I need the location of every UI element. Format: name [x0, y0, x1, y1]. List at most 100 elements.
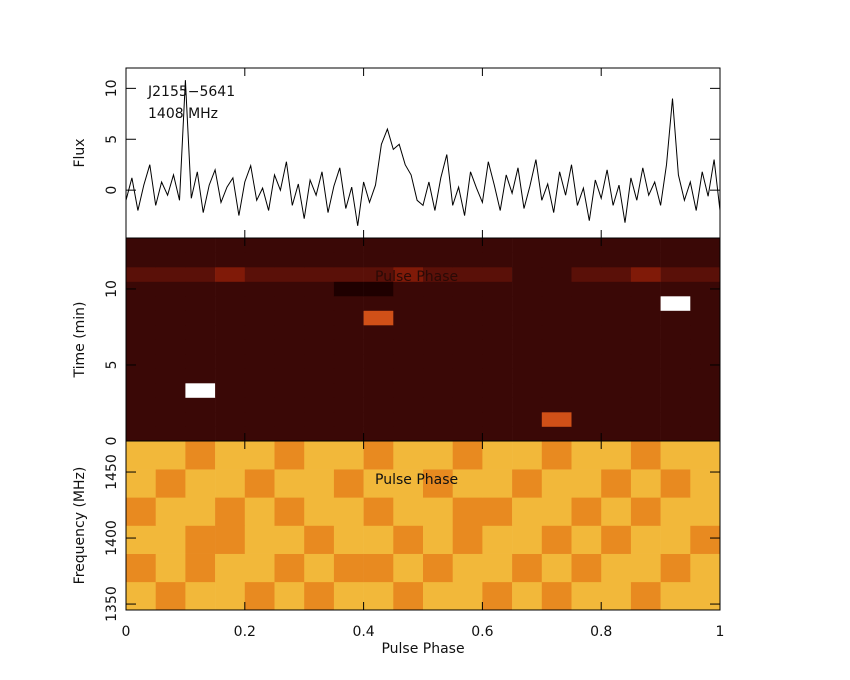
heatmap-cell: [185, 581, 216, 611]
heatmap-cell: [541, 383, 572, 398]
x-axis-label: Pulse Phase: [381, 641, 464, 657]
heatmap-cell: [185, 426, 216, 442]
heatmap-cell: [363, 296, 394, 311]
heatmap-cell: [541, 368, 572, 384]
heatmap-cell: [155, 339, 186, 355]
heatmap-cell: [660, 553, 691, 583]
heatmap-cell: [244, 238, 275, 253]
annotation: 1408 MHz: [148, 106, 218, 122]
x-tick-label: 0.2: [234, 624, 256, 640]
heatmap-cell: [601, 354, 632, 369]
heatmap-cell: [244, 441, 275, 470]
heatmap-cell: [690, 397, 721, 413]
heatmap-cell: [244, 383, 275, 398]
heatmap-cell: [571, 296, 602, 311]
heatmap-cell: [482, 553, 513, 583]
heatmap-cell: [571, 581, 602, 611]
heatmap-cell: [333, 397, 364, 413]
heatmap-cell: [601, 553, 632, 583]
heatmap-cell: [571, 238, 602, 253]
heatmap-cell: [274, 383, 305, 398]
heatmap-cell: [244, 397, 275, 413]
heatmap-cell: [185, 354, 216, 369]
heatmap-cell: [126, 553, 156, 583]
heatmap-cell: [274, 267, 305, 282]
heatmap-cell: [274, 281, 305, 297]
heatmap-cell: [512, 281, 543, 297]
heatmap-cell: [126, 281, 156, 297]
heatmap-cell: [482, 281, 513, 297]
heatmap-cell: [601, 339, 632, 355]
heatmap-cell: [215, 267, 246, 282]
heatmap-cell: [452, 581, 483, 611]
heatmap-cell: [185, 238, 216, 253]
annotation: Pulse Phase: [375, 269, 458, 285]
heatmap-cell: [274, 412, 305, 427]
heatmap-cell: [393, 252, 424, 268]
heatmap-cell: [690, 238, 721, 253]
heatmap-cell: [393, 497, 424, 526]
heatmap-cell: [601, 581, 632, 611]
heatmap-cell: [393, 426, 424, 442]
heatmap-cell: [601, 368, 632, 384]
heatmap-cell: [155, 581, 186, 611]
heatmap-cell: [512, 252, 543, 268]
heatmap-cell: [541, 267, 572, 282]
heatmap-cell: [660, 325, 691, 340]
heatmap-cell: [512, 441, 543, 470]
heatmap-cell: [452, 238, 483, 253]
heatmap-cell: [660, 354, 691, 369]
heatmap-cell: [363, 310, 394, 326]
heatmap-cell: [126, 581, 156, 611]
heatmap-cell: [452, 339, 483, 355]
x-tick-label: 0.4: [352, 624, 374, 640]
heatmap-cell: [571, 397, 602, 413]
heatmap-cell: [304, 368, 335, 384]
heatmap-cell: [690, 412, 721, 427]
heatmap-cell: [541, 339, 572, 355]
heatmap-cell: [660, 581, 691, 611]
heatmap-cell: [571, 525, 602, 554]
heatmap-cell: [393, 368, 424, 384]
heatmap-cell: [244, 325, 275, 340]
heatmap-cell: [155, 469, 186, 498]
heatmap-cell: [185, 397, 216, 413]
heatmap-cell: [601, 267, 632, 282]
heatmap-cell: [185, 310, 216, 326]
heatmap-cell: [363, 397, 394, 413]
heatmap-cell: [274, 310, 305, 326]
heatmap-cell: [660, 497, 691, 526]
heatmap-cell: [452, 412, 483, 427]
heatmap-cell: [126, 252, 156, 268]
annotation: Pulse Phase: [375, 472, 458, 488]
heatmap-cell: [126, 354, 156, 369]
heatmap-cell: [333, 339, 364, 355]
heatmap-cell: [630, 238, 661, 253]
heatmap-cell: [482, 497, 513, 526]
heatmap-cell: [304, 441, 335, 470]
heatmap-cell: [155, 296, 186, 311]
heatmap-cell: [244, 553, 275, 583]
heatmap-cell: [393, 469, 424, 498]
heatmap-cell: [393, 281, 424, 297]
heatmap-cell: [215, 426, 246, 442]
heatmap-cell: [274, 252, 305, 268]
heatmap-cell: [185, 339, 216, 355]
heatmap-cell: [215, 310, 246, 326]
heatmap-cell: [452, 426, 483, 442]
heatmap-cell: [126, 238, 156, 253]
heatmap-cell: [185, 383, 216, 398]
heatmap-cell: [482, 525, 513, 554]
heatmap-cell: [452, 296, 483, 311]
heatmap-cell: [660, 238, 691, 253]
heatmap-cell: [423, 426, 453, 442]
heatmap-cell: [452, 469, 483, 498]
heatmap-cell: [393, 354, 424, 369]
heatmap-cell: [333, 267, 364, 282]
heatmap-cell: [126, 310, 156, 326]
heatmap-cell: [423, 412, 453, 427]
heatmap-cell: [333, 310, 364, 326]
heatmap-cell: [126, 267, 156, 282]
heatmap-cell: [126, 368, 156, 384]
heatmap-cell: [333, 581, 364, 611]
